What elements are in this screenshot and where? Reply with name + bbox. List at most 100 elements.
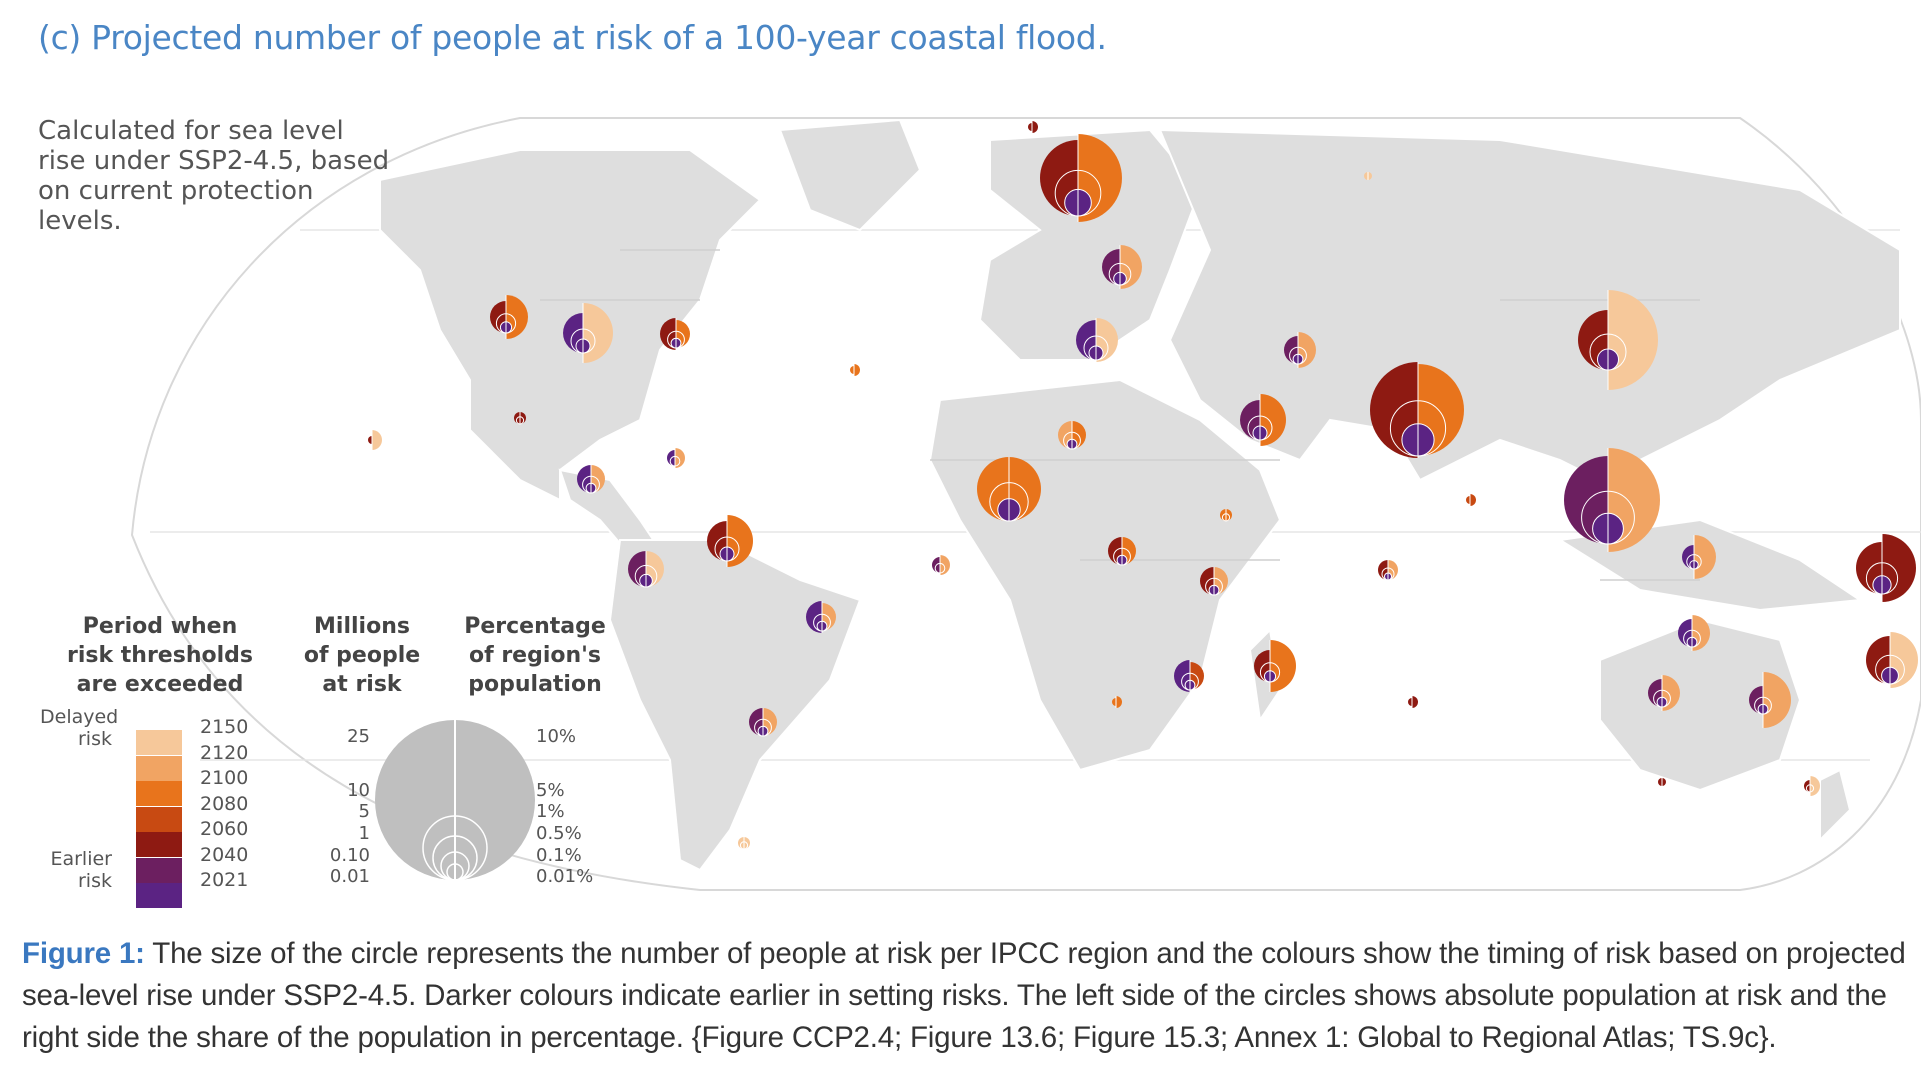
risk-circle [577,465,605,494]
caption-label: Figure 1: [22,937,145,970]
risk-circle [932,555,950,575]
legend-delayed-line: risk [78,728,112,750]
risk-circle [749,708,777,737]
legend-size-circle [375,720,535,881]
risk-circle [707,515,753,567]
risk-circle [1408,696,1418,708]
risk-circle [1076,318,1118,362]
legend-swatch-2060 [136,832,182,857]
percent-value: 1% [536,801,565,822]
risk-circle [1284,332,1316,368]
risk-circle [1804,776,1820,796]
millions-value: 10 [347,780,370,801]
legend-year-label: 2040 [200,843,249,866]
risk-circle-absolute-half [1112,698,1116,706]
risk-circle [806,601,836,633]
caption-line: sea-level rise under SSP2-4.5. Darker co… [22,979,1887,1012]
risk-circle-absolute-half [850,366,854,374]
risk-circle [1749,672,1791,728]
legend-swatch-2040 [136,857,182,883]
millions-value: 1 [358,823,370,844]
risk-circle [1112,696,1122,708]
risk-circle-share-half [1694,535,1716,579]
millions-value: 25 [347,726,370,747]
percent-value: 5% [536,780,565,801]
risk-circle [1058,421,1086,450]
risk-circle [1466,494,1476,506]
percent-value: 0.1% [536,845,582,866]
legend-year-label: 2080 [200,792,249,815]
legend-earlier-line: risk [78,870,112,892]
risk-circle [1220,509,1232,522]
risk-circle [563,303,613,363]
legend-millions-line: at risk [322,672,402,697]
risk-circle-absolute-half [1364,172,1368,180]
legend-period-heading: Period when risk thresholds are exceeded [60,612,260,699]
risk-circle-share-half [675,448,685,468]
legend-earlier-label: Earlier risk [40,848,112,892]
legend-swatch-2100 [136,781,182,806]
legend-swatch-2150 [136,730,182,755]
legend-period-line: Period when [82,614,238,639]
legend-period-line: risk thresholds [67,643,253,668]
risk-circle [1370,362,1464,458]
risk-circle [1240,394,1286,446]
risk-circle [1102,245,1142,289]
risk-circle-absolute-half [1658,778,1662,786]
legend-year-label: 2060 [200,818,249,840]
legend-percent-line: of region's [468,643,601,668]
risk-circle-share-half [372,430,382,450]
risk-circle [1174,660,1204,692]
risk-circle [1254,640,1296,692]
millions-value: 5 [358,801,370,822]
risk-circle [1364,172,1372,180]
risk-circle [1678,615,1710,651]
caption-line: right side the share of the population i… [22,1021,1777,1054]
risk-circle [628,551,664,588]
note-line: Calculated for sea level [38,116,344,146]
figure-caption: Figure 1: The size of the circle represe… [22,933,1906,1059]
risk-circle-share-half [1116,696,1122,708]
legend-percent-heading: Percentage of region's population [460,612,610,699]
risk-circle-absolute-half [1466,496,1470,504]
risk-circle [977,457,1041,522]
percent-value: 0.5% [536,823,582,844]
legend-delayed-label: Delayed risk [40,706,119,750]
note-line: levels. [38,206,122,236]
page-title: (c) Projected number of people at risk o… [38,18,1107,57]
risk-circle [850,364,860,376]
legend-percent-line: Percentage [464,614,606,639]
legend-year-label: 2150 [200,716,249,738]
caption-line: Figure 1: The size of the circle represe… [22,933,1906,975]
risk-circle [667,448,685,468]
risk-circle [1866,632,1918,688]
legend-delayed-line: Delayed [40,706,119,728]
risk-circle [1564,448,1660,552]
legend-millions-heading: Millions of people at risk [292,612,432,699]
risk-circle [490,295,528,339]
caption-text: The size of the circle represents the nu… [144,937,1906,970]
risk-circle [514,412,526,425]
risk-circle-absolute-half [1028,123,1032,131]
calculation-note: Calculated for sea level rise under SSP2… [38,116,389,236]
legend-swatch-2080 [136,806,182,832]
legend-percent-line: population [468,672,602,697]
risk-circle-share-half [1032,121,1038,133]
risk-circle [1682,535,1716,579]
risk-circle-share-half [940,555,950,575]
risk-circle [1200,567,1228,596]
risk-circle [1578,290,1658,390]
risk-circle [1658,778,1666,786]
millions-value: 0.10 [329,845,370,866]
millions-value: 0.01 [329,866,370,887]
risk-circle [738,837,750,850]
risk-circle [1856,534,1916,602]
risk-circle [1378,560,1398,581]
percent-value: 10% [536,726,577,747]
note-line: rise under SSP2-4.5, based [38,146,390,176]
legend-millions-line: of people [303,643,421,668]
risk-circle-absolute-half [1408,698,1412,706]
legend-swatch-2021 [136,883,182,908]
legend-swatch-2120 [136,755,182,781]
